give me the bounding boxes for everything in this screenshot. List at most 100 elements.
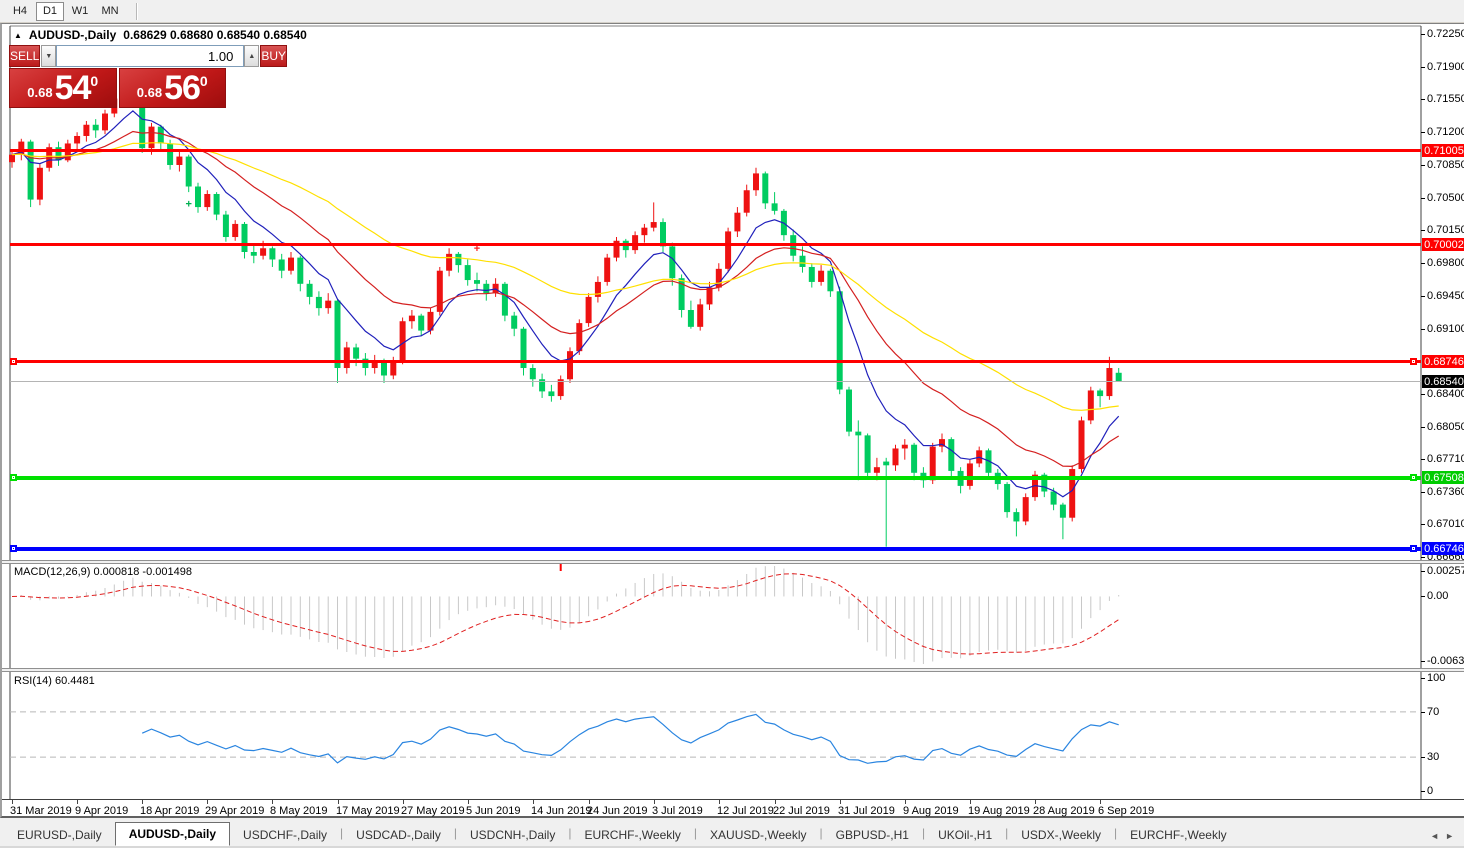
hline-handle-left[interactable] — [10, 358, 17, 365]
price-axis-tick-dash — [1421, 524, 1425, 526]
svg-text:+: + — [185, 198, 191, 210]
date-label[interactable]: 5 Jun 2019 — [466, 805, 521, 817]
buy-button[interactable]: BUY — [260, 45, 288, 67]
macd-axis-tick: -0.006326 — [1427, 655, 1464, 667]
tab-usdcnh-daily[interactable]: USDCNH-,Daily — [469, 827, 556, 842]
price-axis-tick-dash — [1421, 66, 1425, 68]
macd-indicator-label: MACD(12,26,9) 0.000818 -0.001498 — [14, 566, 192, 578]
price-axis-tick-dash — [1421, 491, 1425, 493]
tab-scroll-right-icon[interactable]: ► — [1445, 831, 1454, 841]
price-chart-plot[interactable]: ++ — [2, 24, 1464, 819]
date-axis-tick — [589, 800, 590, 804]
pane-splitter-macd[interactable] — [2, 560, 1464, 564]
tab-scroll-left-icon[interactable]: ◄ — [1430, 831, 1440, 841]
toolbar-divider — [136, 2, 137, 20]
date-label[interactable]: 22 Jul 2019 — [773, 805, 830, 817]
price-axis-tick: 0.70850 — [1427, 158, 1464, 171]
date-label[interactable]: 14 Jun 2019 — [531, 805, 592, 817]
volume-increase-icon[interactable]: ▲ — [244, 45, 260, 67]
date-label[interactable]: 9 Apr 2019 — [75, 805, 129, 817]
date-axis-tick — [403, 800, 404, 804]
timeframe-button-h4[interactable]: H4 — [12, 5, 28, 17]
tab-usdchf-daily[interactable]: USDCHF-,Daily — [243, 827, 328, 842]
tab-eurchf-weekly[interactable]: EURCHF-,Weekly — [1130, 827, 1227, 842]
buy-price-box[interactable]: 0.68 56 0 — [118, 68, 226, 108]
chart-title: ▲ AUDUSD-,Daily 0.68629 0.68680 0.68540 … — [14, 28, 307, 42]
price-badge-0.68540: 0.68540 — [1422, 375, 1464, 388]
tab-usdx-weekly[interactable]: USDX-,Weekly — [1021, 827, 1102, 842]
symbol-period-label: AUDUSD-,Daily — [28, 28, 117, 42]
date-label[interactable]: 19 Aug 2019 — [968, 805, 1030, 817]
volume-spinner: ▼ ▲ — [41, 45, 260, 67]
date-label[interactable]: 28 Aug 2019 — [1033, 805, 1095, 817]
hline-0.71005[interactable] — [10, 149, 1421, 152]
one-click-trade-panel: SELL ▼ ▲ BUY 0.68 54 0 0.68 56 0 — [9, 45, 288, 108]
hline-handle-right[interactable] — [1410, 474, 1417, 481]
date-label[interactable]: 29 Apr 2019 — [205, 805, 265, 817]
price-axis-tick: 0.67360 — [1427, 485, 1464, 498]
tab-scroll-buttons: ◄ ► — [1430, 831, 1464, 846]
hline-handle-left[interactable] — [10, 545, 17, 552]
date-label[interactable]: 3 Jul 2019 — [652, 805, 703, 817]
sell-button[interactable]: SELL — [9, 45, 41, 67]
buy-pipette: 0 — [199, 73, 208, 89]
tab-eurchf-weekly[interactable]: EURCHF-,Weekly — [584, 827, 681, 842]
hline-handle-left[interactable] — [10, 474, 17, 481]
price-axis-tick-dash — [1421, 394, 1425, 396]
price-axis-tick: 0.69800 — [1427, 257, 1464, 270]
collapse-panel-icon[interactable]: ▲ — [14, 30, 22, 40]
hline-handle-right[interactable] — [1410, 358, 1417, 365]
buy-pips: 56 — [164, 69, 201, 107]
macd-axis-tick-dash — [1421, 571, 1425, 572]
tab-ukoil-h1[interactable]: UKOil-,H1 — [938, 827, 993, 842]
date-label[interactable]: 18 Apr 2019 — [140, 805, 200, 817]
hline-0.70002[interactable] — [10, 243, 1421, 246]
trade-controls-row: SELL ▼ ▲ BUY — [9, 45, 288, 67]
date-label[interactable]: 9 Aug 2019 — [903, 805, 959, 817]
tab-separator: | — [453, 826, 457, 840]
tab-audusd-daily[interactable]: AUDUSD-,Daily — [114, 822, 231, 846]
volume-input[interactable] — [56, 45, 245, 67]
tab-usdcad-daily[interactable]: USDCAD-,Daily — [356, 827, 441, 842]
price-axis-tick: 0.70150 — [1427, 224, 1464, 237]
date-axis-tick — [12, 800, 13, 804]
chart-window: ++ 0.0025740.00-0.006326100703000.722500… — [0, 23, 1464, 818]
date-label[interactable]: 31 Mar 2019 — [10, 805, 72, 817]
sell-price-box[interactable]: 0.68 54 0 — [9, 68, 117, 108]
date-label[interactable]: 6 Sep 2019 — [1098, 805, 1155, 817]
price-axis-tick: 0.71550 — [1427, 93, 1464, 106]
timeframe-button-mn[interactable]: MN — [101, 5, 119, 17]
price-axis-tick-dash — [1421, 230, 1425, 232]
date-label[interactable]: 17 May 2019 — [336, 805, 400, 817]
hline-0.66746[interactable] — [10, 547, 1421, 551]
price-axis-tick-dash — [1421, 164, 1425, 166]
date-label[interactable]: 12 Jul 2019 — [717, 805, 774, 817]
timeframe-button-d1[interactable]: D1 — [36, 1, 64, 21]
volume-decrease-icon[interactable]: ▼ — [41, 45, 57, 67]
window-bottom-strip — [0, 846, 1464, 848]
hline-0.68746[interactable] — [10, 360, 1421, 363]
tab-separator: | — [1114, 826, 1118, 840]
timeframe-button-w1[interactable]: W1 — [71, 5, 89, 17]
svg-text:+: + — [474, 243, 480, 255]
tab-separator: | — [819, 826, 823, 840]
hline-handle-right[interactable] — [1410, 545, 1417, 552]
price-axis-tick: 0.67710 — [1427, 452, 1464, 465]
date-axis-tick — [905, 800, 906, 804]
tab-eurusd-daily[interactable]: EURUSD-,Daily — [17, 827, 102, 842]
date-axis-tick — [840, 800, 841, 804]
date-label[interactable]: 24 Jun 2019 — [587, 805, 648, 817]
date-label[interactable]: 8 May 2019 — [270, 805, 328, 817]
price-axis-tick-dash — [1421, 426, 1425, 428]
price-axis-tick-dash — [1421, 132, 1425, 134]
hline-0.67508[interactable] — [10, 476, 1421, 480]
date-label[interactable]: 31 Jul 2019 — [838, 805, 895, 817]
tab-gbpusd-h1[interactable]: GBPUSD-,H1 — [835, 827, 909, 842]
date-label[interactable]: 27 May 2019 — [401, 805, 465, 817]
price-axis-tick: 0.70500 — [1427, 191, 1464, 204]
price-badge-0.66746: 0.66746 — [1422, 542, 1464, 555]
rsi-axis-tick-dash — [1421, 791, 1425, 792]
symbol-tabs: EURUSD-,Daily AUDUSD-,Daily USDCHF-,Daily |… — [4, 822, 1240, 846]
pane-splitter-rsi[interactable] — [2, 668, 1464, 672]
tab-xauusd-weekly[interactable]: XAUUSD-,Weekly — [710, 827, 807, 842]
